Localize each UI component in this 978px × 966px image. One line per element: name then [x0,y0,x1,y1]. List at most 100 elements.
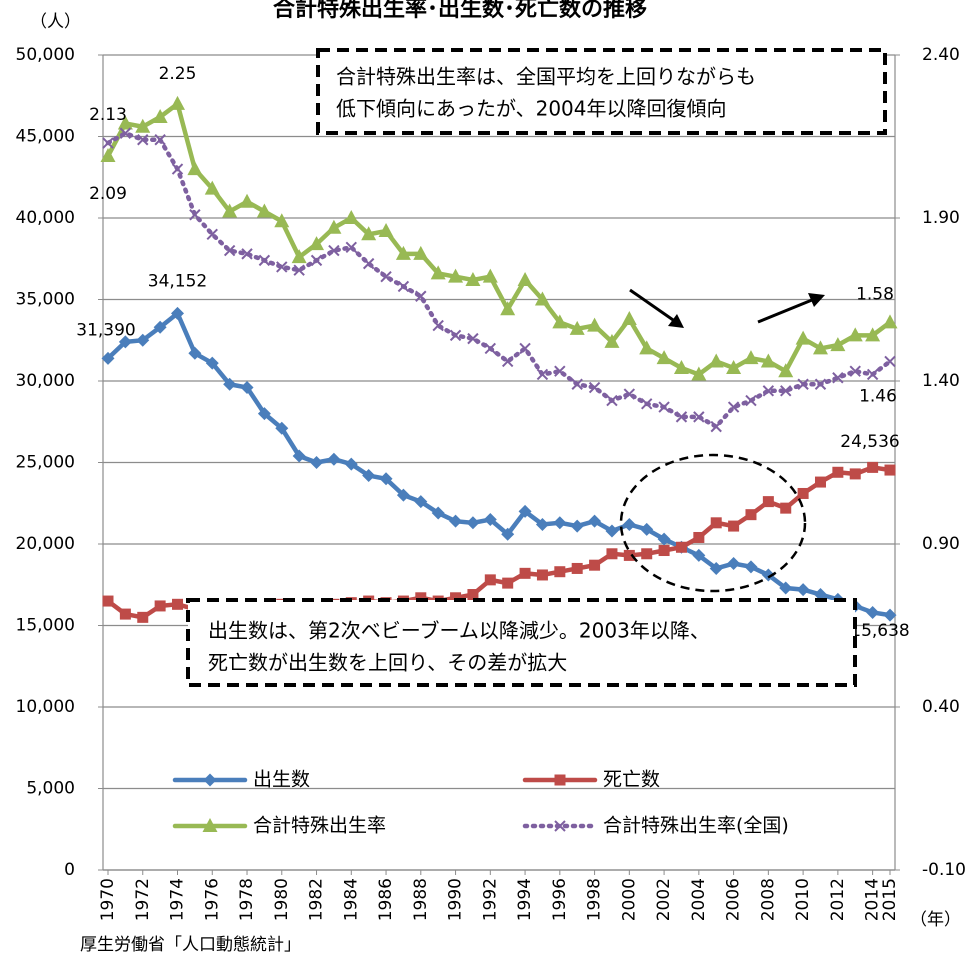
marker [692,548,706,562]
legend-marker [202,818,218,832]
marker [309,236,325,251]
marker [883,608,897,622]
marker [518,504,532,518]
y2-tick-label: -0.10 [922,860,966,880]
marker [884,355,896,368]
marker [291,249,307,264]
legend-marker [203,773,217,787]
marker [728,520,740,532]
x-tick-label: 1980 [272,878,292,921]
y-tick-label: 45,000 [16,127,75,147]
marker [675,541,687,553]
marker [500,301,516,316]
marker [119,608,131,620]
marker [536,569,548,581]
marker [623,388,636,400]
marker [395,245,411,260]
marker [275,421,289,435]
marker [467,332,479,345]
highlight-ellipse [619,453,807,593]
marker [136,333,150,347]
marker [379,472,393,486]
x-tick-label: 2002 [654,878,674,921]
legend-label: 合計特殊出生率(全国) [603,815,789,837]
marker [675,411,688,423]
marker [832,466,844,478]
marker [552,314,568,329]
marker [222,203,238,218]
marker [465,271,481,286]
marker [761,568,775,582]
y-tick-label: 35,000 [16,290,75,310]
marker [189,209,201,221]
marker [137,611,149,623]
marker [397,280,410,293]
marker [797,487,809,499]
marker [743,350,759,365]
marker [449,514,463,528]
x-tick-label: 1974 [168,878,188,921]
series-line [105,100,893,378]
marker [431,506,445,520]
marker [239,193,255,208]
legend-label: 死亡数 [603,769,660,791]
x-tick-label: 1996 [550,878,570,921]
legend-label: 合計特殊出生率 [253,815,386,837]
series-line [105,465,893,620]
x-tick-label: 2012 [828,878,848,921]
marker [362,469,376,483]
marker [257,407,271,421]
marker [240,381,254,395]
y2-tick-label: 0.40 [922,697,960,717]
marker [847,327,863,342]
marker [639,340,655,355]
x-tick-label: 1984 [341,878,361,921]
marker [171,306,185,320]
marker [780,502,792,514]
x-tick-label: 2008 [758,878,778,921]
annotation-box [186,598,857,687]
data-label: 2.13 [89,105,127,125]
marker [430,265,446,280]
series-line [105,130,893,430]
annotation-text: 死亡数が出生数を上回り、その差が拡大 [208,651,567,675]
y-tick-label: 50,000 [16,45,75,65]
marker [571,562,583,574]
marker [709,561,723,575]
marker [641,398,653,410]
arrowhead [808,293,825,307]
marker [812,340,828,355]
marker [673,359,689,374]
marker [345,241,357,254]
source: 厚生労働省「人口動態統計」 [80,935,301,955]
marker [745,394,757,407]
marker [866,368,879,381]
marker [571,378,583,390]
series [102,127,896,433]
marker [153,320,167,334]
marker [884,464,896,476]
data-label: 1.58 [856,284,894,304]
marker [361,226,377,241]
marker [536,368,549,381]
annotation-text: 出生数は、第2次ベビーブーム以降減少。2003年以降、 [208,619,710,643]
marker [205,356,219,370]
marker [553,516,567,530]
marker [450,592,462,604]
marker [866,605,880,619]
x-tick-label: 1976 [202,878,222,921]
y-tick-label: 25,000 [16,453,75,473]
marker [344,457,358,471]
y-tick-label: 20,000 [16,534,75,554]
y-tick-label: 40,000 [16,208,75,228]
marker [814,378,827,390]
marker [797,378,809,390]
x-tick-label: 1988 [411,878,431,921]
marker [641,548,653,560]
marker [118,335,132,349]
y2-tick-label: 0.90 [922,534,960,554]
data-label: 2.09 [89,184,127,204]
marker [204,180,220,195]
marker [534,291,550,306]
annotation-text: 低下傾向にあったが、2004年以降回復傾向 [336,97,727,121]
